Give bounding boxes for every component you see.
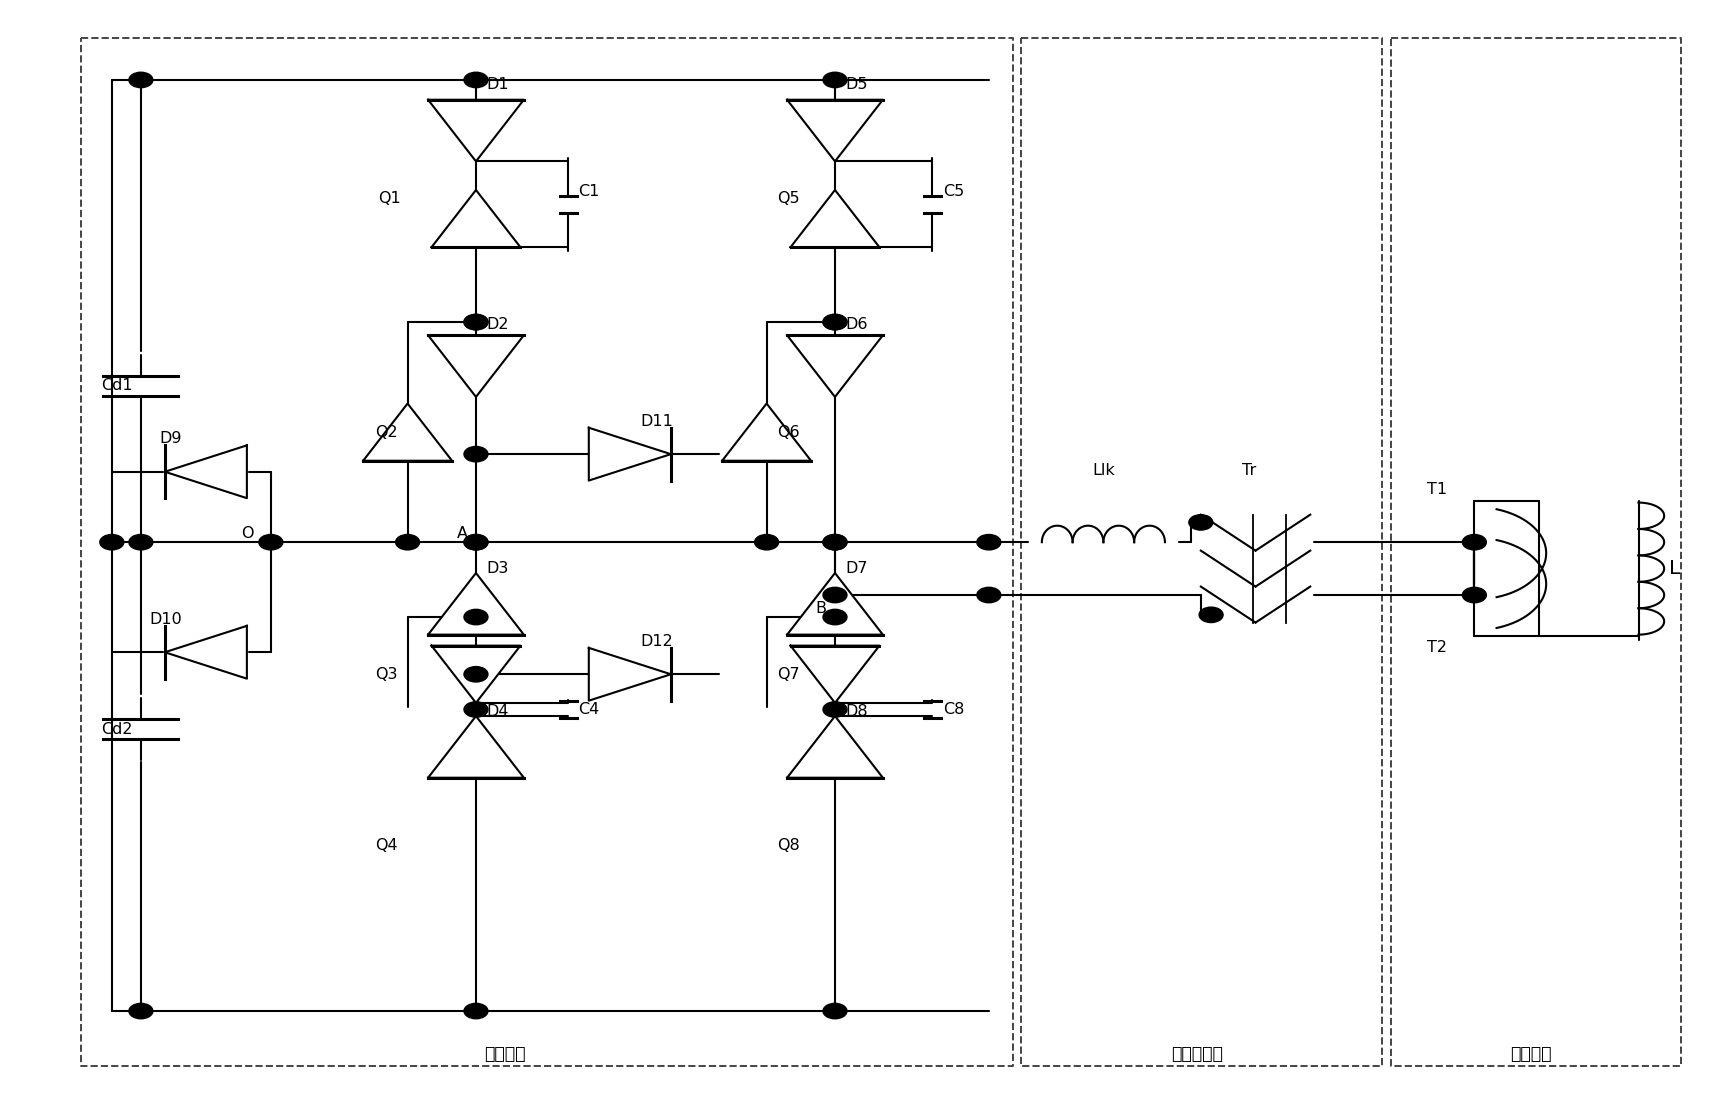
Circle shape	[128, 1003, 152, 1018]
Polygon shape	[363, 403, 452, 461]
Circle shape	[464, 667, 488, 682]
Text: Q5: Q5	[777, 192, 799, 206]
Text: T2: T2	[1427, 640, 1448, 656]
Circle shape	[464, 446, 488, 462]
Text: D10: D10	[149, 612, 181, 627]
Circle shape	[258, 534, 282, 550]
Text: Tr: Tr	[1242, 463, 1256, 478]
Text: D9: D9	[159, 431, 181, 446]
Text: D7: D7	[845, 561, 867, 576]
Text: Q7: Q7	[777, 667, 799, 682]
Circle shape	[1463, 534, 1487, 550]
Circle shape	[823, 534, 847, 550]
Text: C8: C8	[943, 702, 963, 717]
Text: L: L	[1670, 559, 1680, 579]
Text: 电流单元: 电流单元	[1511, 1045, 1552, 1063]
Circle shape	[464, 314, 488, 329]
Polygon shape	[787, 573, 883, 635]
Text: Llk: Llk	[1092, 463, 1116, 478]
Text: D8: D8	[845, 704, 867, 720]
Circle shape	[823, 73, 847, 88]
Circle shape	[1199, 607, 1223, 623]
Circle shape	[464, 609, 488, 625]
Text: D6: D6	[845, 316, 867, 332]
Circle shape	[823, 587, 847, 603]
Text: Q3: Q3	[375, 667, 397, 682]
Polygon shape	[722, 403, 811, 461]
Text: D2: D2	[486, 316, 508, 332]
Polygon shape	[431, 190, 520, 247]
Polygon shape	[790, 190, 879, 247]
Text: Cd1: Cd1	[101, 378, 132, 393]
Text: D3: D3	[486, 561, 508, 576]
Circle shape	[464, 73, 488, 88]
Text: C5: C5	[943, 184, 963, 198]
Circle shape	[128, 534, 152, 550]
Text: Q2: Q2	[375, 424, 397, 440]
Circle shape	[977, 534, 1001, 550]
Circle shape	[823, 534, 847, 550]
Polygon shape	[790, 646, 879, 703]
Polygon shape	[589, 428, 671, 480]
Text: Q1: Q1	[378, 192, 400, 206]
Circle shape	[1463, 587, 1487, 603]
Polygon shape	[431, 646, 520, 703]
Polygon shape	[428, 100, 524, 161]
Text: D1: D1	[486, 77, 508, 91]
Text: Q4: Q4	[375, 839, 397, 853]
Circle shape	[99, 534, 123, 550]
Text: D4: D4	[486, 704, 508, 720]
Circle shape	[823, 314, 847, 329]
Polygon shape	[787, 716, 883, 778]
Polygon shape	[428, 716, 524, 778]
Circle shape	[128, 73, 152, 88]
Circle shape	[464, 1003, 488, 1018]
Text: Q8: Q8	[777, 839, 799, 853]
Circle shape	[464, 534, 488, 550]
Text: D11: D11	[640, 413, 672, 429]
Circle shape	[395, 534, 419, 550]
Circle shape	[464, 314, 488, 329]
Text: C4: C4	[578, 702, 601, 717]
Text: A: A	[457, 526, 467, 541]
Circle shape	[823, 702, 847, 717]
Circle shape	[464, 702, 488, 717]
Text: B: B	[816, 601, 826, 616]
Polygon shape	[428, 573, 524, 635]
Text: 电压单元: 电压单元	[484, 1045, 525, 1063]
Polygon shape	[787, 335, 883, 397]
Circle shape	[464, 534, 488, 550]
Text: Cd2: Cd2	[101, 722, 132, 737]
Circle shape	[823, 314, 847, 329]
Text: O: O	[241, 526, 253, 541]
Polygon shape	[164, 445, 246, 498]
Circle shape	[1189, 515, 1213, 530]
Circle shape	[823, 1003, 847, 1018]
Text: C1: C1	[578, 184, 601, 198]
Text: D5: D5	[845, 77, 867, 91]
Polygon shape	[589, 648, 671, 701]
Polygon shape	[428, 335, 524, 397]
Polygon shape	[787, 100, 883, 161]
Circle shape	[823, 609, 847, 625]
Text: 变压器单元: 变压器单元	[1172, 1045, 1223, 1063]
Circle shape	[977, 587, 1001, 603]
Circle shape	[755, 534, 779, 550]
Text: T1: T1	[1427, 482, 1448, 497]
Polygon shape	[164, 626, 246, 679]
Text: D12: D12	[640, 634, 672, 649]
Text: Q6: Q6	[777, 424, 799, 440]
